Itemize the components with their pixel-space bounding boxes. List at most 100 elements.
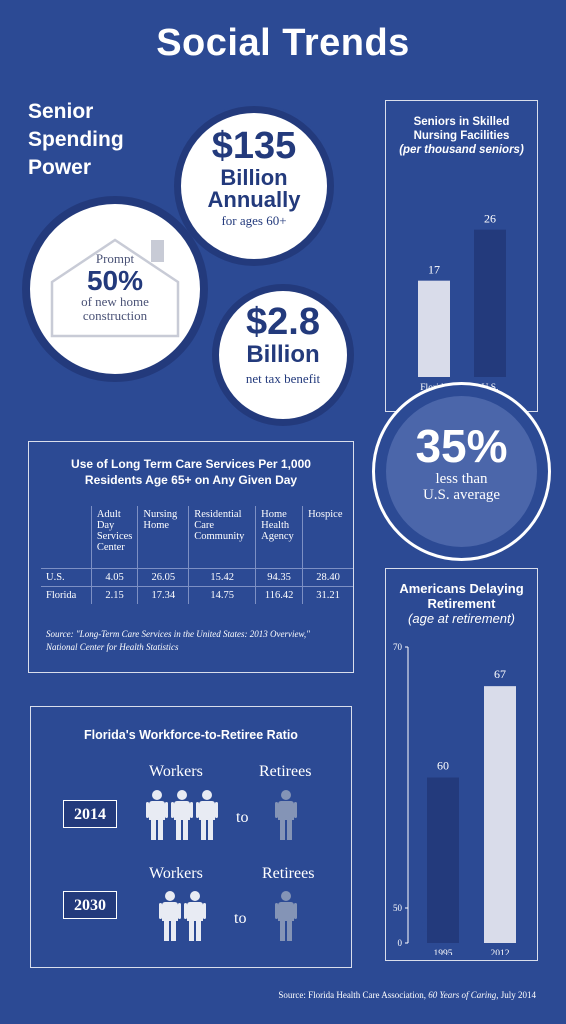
year-badge: 2014	[63, 800, 117, 828]
retirees-label: Retirees	[262, 865, 315, 882]
worker-icon	[184, 891, 206, 941]
retiree-icon	[275, 891, 297, 941]
percent-line1: less than	[435, 471, 488, 488]
tax-billion: Billion	[246, 341, 320, 368]
housing-prompt: Prompt	[95, 251, 135, 266]
house-icon	[50, 238, 180, 338]
footer-source: Source: Florida Health Care Association,…	[278, 990, 536, 1000]
workforce-panel: Florida's Workforce-to-Retiree Ratio Wor…	[30, 706, 352, 968]
long-term-care-source: Source: "Long-Term Care Services in the …	[46, 628, 310, 654]
percent-less-circle: 35% less than U.S. average	[372, 382, 551, 561]
retirement-title: Americans Delaying Retirement (age at re…	[386, 581, 537, 626]
housing-percent: 50%	[86, 264, 144, 296]
subtitle: (per thousand seniors)	[399, 144, 524, 156]
table-cell: U.S.	[41, 568, 92, 587]
bar	[474, 229, 506, 377]
skilled-nursing-panel: Seniors in Skilled Nursing Facilities (p…	[385, 100, 538, 412]
table-cell: 26.05	[137, 568, 189, 587]
table-cell: 17.34	[137, 586, 189, 604]
long-term-care-title: Use of Long Term Care Services Per 1,000…	[29, 456, 353, 488]
table-cell: 94.35	[255, 568, 303, 587]
tax-benefit-circle: $2.8 Billion net tax benefit	[212, 284, 354, 426]
column-header: Adult Day Services Center	[90, 506, 138, 569]
skilled-nursing-chart: 17Florida26U.S.	[418, 212, 506, 393]
annual-sub: for ages 60+	[221, 213, 287, 228]
percent-line2: U.S. average	[422, 487, 501, 504]
column-header: Residential Care Community	[188, 506, 256, 569]
subtitle: (age at retirement)	[408, 611, 515, 626]
heading-line: Senior	[28, 100, 94, 123]
retirees-label: Retirees	[259, 763, 312, 780]
annual-billion: Billion	[220, 165, 288, 190]
title-line: Seniors in Skilled	[413, 116, 510, 128]
housing-line2: construction	[82, 307, 148, 323]
housing-line1: of new home	[81, 294, 149, 310]
table-cell: 4.05	[90, 568, 138, 587]
retirees-group	[275, 790, 297, 845]
retiree-icon	[275, 790, 297, 840]
title-line: Nursing Facilities	[413, 130, 510, 142]
column-header: Hospice	[302, 506, 353, 569]
table-cell: 2.15	[90, 586, 138, 604]
source-line: Source: "Long-Term Care Services in the …	[46, 629, 310, 639]
tick-label: 70	[393, 642, 403, 652]
data-label: 17	[428, 263, 440, 277]
title-line: Retirement	[427, 596, 496, 611]
housing-circle: Prompt 50% of new home construction	[22, 196, 208, 382]
retirement-panel: Americans Delaying Retirement (age at re…	[385, 568, 538, 961]
table-cell: 31.21	[302, 586, 353, 604]
workers-group	[159, 891, 206, 941]
tick-label: 50	[393, 903, 403, 913]
data-label: 60	[437, 759, 449, 773]
worker-icon	[146, 790, 168, 840]
category-label: 2012	[491, 949, 510, 955]
worker-icon	[171, 790, 193, 840]
table-row: U.S. 4.05 26.05 15.42 94.35 28.40	[41, 568, 353, 587]
bar	[418, 280, 450, 377]
workers-label: Workers	[149, 763, 203, 780]
table-cell: 14.75	[188, 586, 256, 604]
to-label: to	[234, 910, 247, 927]
category-label: 1995	[434, 949, 453, 955]
long-term-care-panel: Use of Long Term Care Services Per 1,000…	[28, 441, 354, 673]
page-title: Social Trends	[156, 22, 410, 64]
tax-sub: net tax benefit	[245, 371, 321, 386]
column-header: Home Health Agency	[255, 506, 303, 569]
bar	[484, 686, 516, 943]
workers-group	[146, 790, 218, 840]
source-line: National Center for Health Statistics	[46, 642, 179, 652]
year-badge: 2030	[63, 891, 117, 919]
column-header	[41, 506, 91, 569]
table-cell: 15.42	[188, 568, 256, 587]
long-term-care-table: Adult Day Services Center Nursing Home Res…	[41, 506, 353, 604]
title-line: Americans Delaying	[399, 581, 524, 596]
source-suffix: , July 2014	[496, 990, 536, 1000]
annual-amount: $135	[211, 125, 297, 167]
table-row: Florida 2.15 17.34 14.75 116.42 31.21	[41, 586, 353, 604]
heading-line: Power	[28, 156, 92, 179]
column-header: Nursing Home	[137, 506, 189, 569]
tax-amount: $2.8	[246, 301, 320, 343]
title-line: Use of Long Term Care Services Per 1,000	[71, 457, 311, 471]
skilled-nursing-title: Seniors in Skilled Nursing Facilities (p…	[386, 115, 537, 157]
bar	[427, 777, 459, 943]
retirees-group	[275, 891, 297, 946]
table-cell: 116.42	[255, 586, 303, 604]
data-label: 67	[494, 667, 506, 681]
annual-annually: Annually	[207, 187, 301, 212]
workforce-title: Florida's Workforce-to-Retiree Ratio	[84, 728, 298, 742]
to-label: to	[236, 809, 249, 826]
tick-label: 0	[398, 938, 403, 948]
table-cell: 28.40	[302, 568, 353, 587]
axis-break	[419, 913, 428, 933]
data-label: 26	[484, 212, 496, 226]
worker-icon	[196, 790, 218, 840]
source-title: 60 Years of Caring	[428, 990, 497, 1000]
annual-spending-circle: $135 Billion Annually for ages 60+	[174, 106, 334, 266]
percent-value: 35%	[415, 420, 508, 472]
title-line: Residents Age 65+ on Any Given Day	[84, 473, 298, 487]
source-prefix: Source: Florida Health Care Association,	[278, 990, 427, 1000]
worker-icon	[159, 891, 181, 941]
heading-line: Spending	[28, 128, 124, 151]
workers-label: Workers	[149, 865, 203, 882]
